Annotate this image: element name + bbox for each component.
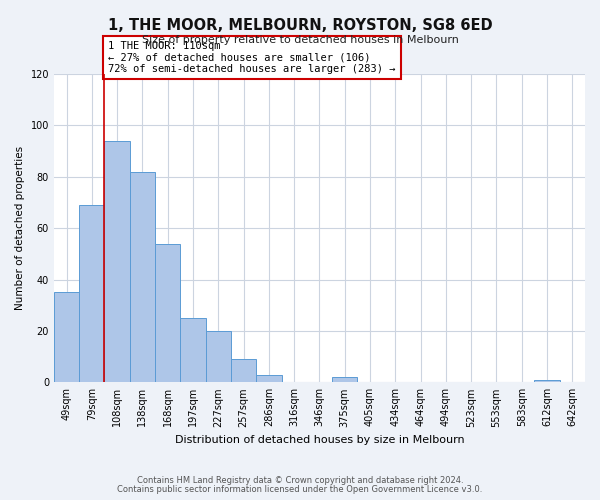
Bar	[130, 172, 155, 382]
Bar	[79, 205, 104, 382]
Bar	[206, 331, 231, 382]
Text: 1, THE MOOR, MELBOURN, ROYSTON, SG8 6ED: 1, THE MOOR, MELBOURN, ROYSTON, SG8 6ED	[107, 18, 493, 32]
Bar	[535, 380, 560, 382]
Text: 1 THE MOOR: 110sqm
← 27% of detached houses are smaller (106)
72% of semi-detach: 1 THE MOOR: 110sqm ← 27% of detached hou…	[108, 41, 396, 74]
X-axis label: Distribution of detached houses by size in Melbourn: Distribution of detached houses by size …	[175, 435, 464, 445]
Text: Contains public sector information licensed under the Open Government Licence v3: Contains public sector information licen…	[118, 484, 482, 494]
Text: Size of property relative to detached houses in Melbourn: Size of property relative to detached ho…	[142, 35, 458, 45]
Bar	[155, 244, 181, 382]
Bar	[54, 292, 79, 382]
Text: Contains HM Land Registry data © Crown copyright and database right 2024.: Contains HM Land Registry data © Crown c…	[137, 476, 463, 485]
Y-axis label: Number of detached properties: Number of detached properties	[15, 146, 25, 310]
Bar	[256, 374, 281, 382]
Bar	[231, 359, 256, 382]
Bar	[104, 141, 130, 382]
Bar	[332, 377, 358, 382]
Bar	[181, 318, 206, 382]
